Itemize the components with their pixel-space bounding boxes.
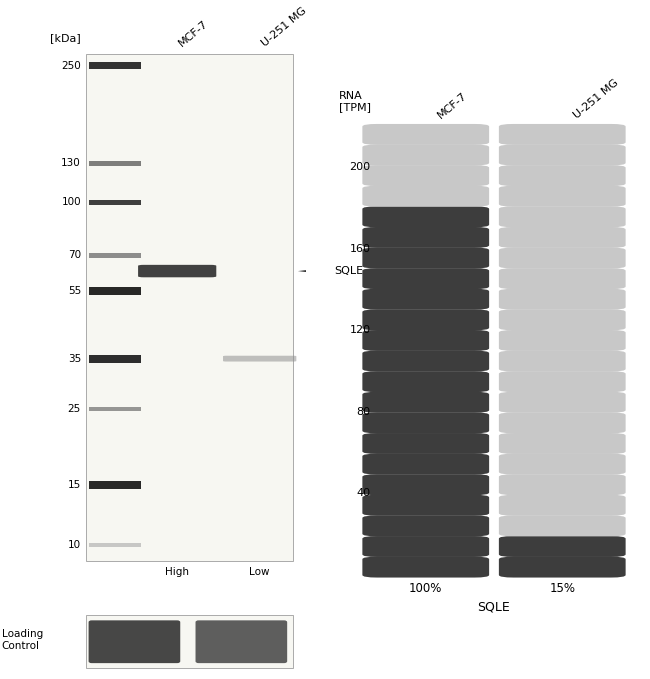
Text: U-251 MG: U-251 MG [572,78,621,121]
Bar [88,354,140,363]
FancyBboxPatch shape [499,557,625,578]
Bar [88,287,140,295]
FancyBboxPatch shape [363,412,489,433]
Text: 70: 70 [68,251,81,260]
Text: Loading
Control: Loading Control [1,629,43,650]
FancyBboxPatch shape [363,433,489,454]
FancyBboxPatch shape [499,433,625,454]
Text: MCF-7: MCF-7 [177,19,211,49]
FancyBboxPatch shape [138,265,216,277]
FancyBboxPatch shape [363,248,489,268]
Bar [88,543,140,547]
FancyBboxPatch shape [499,145,625,166]
Bar [88,160,140,166]
FancyBboxPatch shape [88,621,180,663]
Text: 55: 55 [68,287,81,296]
FancyBboxPatch shape [363,310,489,330]
FancyBboxPatch shape [363,268,489,289]
FancyBboxPatch shape [363,206,489,227]
FancyBboxPatch shape [363,557,489,578]
Bar [88,407,140,411]
FancyBboxPatch shape [499,227,625,248]
FancyBboxPatch shape [363,124,489,145]
FancyBboxPatch shape [363,515,489,536]
Text: 15%: 15% [549,582,575,595]
FancyBboxPatch shape [499,330,625,351]
FancyBboxPatch shape [196,621,287,663]
FancyBboxPatch shape [363,289,489,310]
Text: 25: 25 [68,404,81,414]
FancyBboxPatch shape [499,124,625,145]
Text: 200: 200 [350,162,370,172]
FancyBboxPatch shape [499,474,625,495]
Text: RNA
[TPM]: RNA [TPM] [339,91,370,113]
FancyBboxPatch shape [363,350,489,371]
FancyBboxPatch shape [499,350,625,371]
Text: U-251 MG: U-251 MG [260,6,308,49]
Text: 250: 250 [61,60,81,71]
FancyBboxPatch shape [499,515,625,536]
Text: MCF-7: MCF-7 [436,91,469,121]
FancyBboxPatch shape [499,454,625,475]
Text: 40: 40 [356,488,370,498]
Text: 35: 35 [68,354,81,364]
FancyBboxPatch shape [363,536,489,557]
FancyBboxPatch shape [499,536,625,557]
FancyBboxPatch shape [499,268,625,289]
FancyBboxPatch shape [363,454,489,475]
Bar [86,54,293,561]
FancyBboxPatch shape [223,356,296,361]
FancyBboxPatch shape [363,165,489,186]
FancyBboxPatch shape [499,495,625,516]
Text: High: High [165,567,189,577]
FancyBboxPatch shape [499,412,625,433]
Text: 15: 15 [68,480,81,490]
FancyBboxPatch shape [363,227,489,248]
FancyBboxPatch shape [363,495,489,516]
Text: Low: Low [250,567,270,577]
FancyBboxPatch shape [499,248,625,268]
Text: 100%: 100% [409,582,443,595]
Bar [88,253,140,258]
Bar [86,615,293,668]
Text: SQLE: SQLE [335,266,363,276]
FancyBboxPatch shape [499,371,625,392]
FancyBboxPatch shape [363,474,489,495]
Text: 80: 80 [356,407,370,417]
FancyBboxPatch shape [499,289,625,310]
Text: 130: 130 [61,158,81,168]
Text: 120: 120 [350,325,370,335]
Text: [kDa]: [kDa] [50,33,81,43]
FancyBboxPatch shape [499,206,625,227]
FancyBboxPatch shape [499,165,625,186]
FancyBboxPatch shape [363,145,489,166]
Text: 10: 10 [68,540,81,550]
FancyBboxPatch shape [363,392,489,413]
Bar [88,62,140,69]
Text: 100: 100 [61,197,81,207]
Text: 160: 160 [350,244,370,254]
Polygon shape [298,268,328,274]
FancyBboxPatch shape [499,392,625,413]
Bar [88,481,140,489]
FancyBboxPatch shape [363,371,489,392]
Bar [88,200,140,205]
FancyBboxPatch shape [499,186,625,206]
FancyBboxPatch shape [499,310,625,330]
FancyBboxPatch shape [363,186,489,206]
FancyBboxPatch shape [363,330,489,351]
Text: SQLE: SQLE [478,600,510,613]
